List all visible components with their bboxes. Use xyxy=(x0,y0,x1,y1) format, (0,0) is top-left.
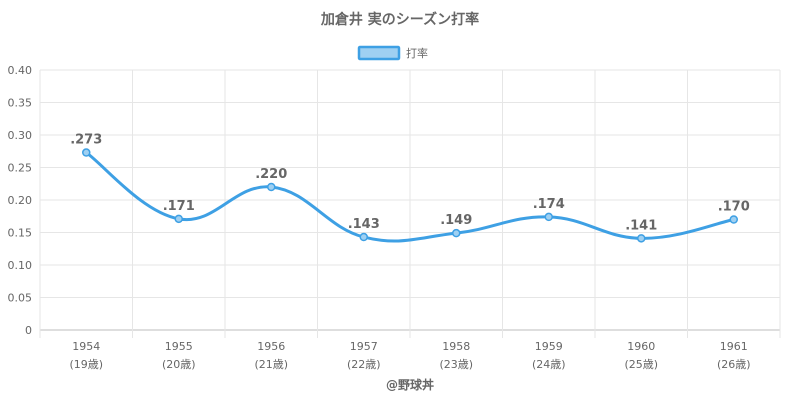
data-labels: .273 .171 .220 .143 .149 .174 .141 .170 xyxy=(70,133,750,234)
x-tick-sublabel: (24歳) xyxy=(532,358,566,371)
data-label: .174 xyxy=(533,197,565,212)
grid xyxy=(39,69,781,338)
x-tick-label: 1956 xyxy=(257,340,285,353)
data-label: .171 xyxy=(163,199,195,214)
data-point xyxy=(544,212,553,222)
data-point xyxy=(267,182,276,192)
x-tick-label: 1960 xyxy=(627,340,655,353)
x-tick-sublabel: (20歳) xyxy=(162,358,196,371)
x-tick-sublabel: (19歳) xyxy=(69,358,103,371)
y-tick-label: 0.05 xyxy=(8,292,33,305)
series-line xyxy=(84,151,736,243)
x-tick-sublabel: (25歳) xyxy=(624,358,658,371)
x-tick-label: 1955 xyxy=(165,340,193,353)
data-point xyxy=(452,228,461,238)
data-label: .273 xyxy=(70,133,102,148)
x-axis: 1954 (19歳) 1955 (20歳) 1956 (21歳) 1957 (22歳) 1958… xyxy=(69,340,750,371)
legend-label: 打率 xyxy=(406,46,428,60)
x-tick-label: 1958 xyxy=(442,340,470,353)
x-tick-label: 1957 xyxy=(350,340,378,353)
x-tick-sublabel: (21歳) xyxy=(254,358,288,371)
y-tick-label: 0.35 xyxy=(8,97,33,110)
data-label: .141 xyxy=(625,218,657,233)
x-tick-sublabel: (26歳) xyxy=(717,358,751,371)
y-tick-label: 0.10 xyxy=(8,259,33,272)
series-layer xyxy=(82,148,738,243)
y-tick-label: 0.25 xyxy=(8,162,33,175)
y-tick-label: 0.30 xyxy=(8,129,33,142)
data-label: .220 xyxy=(255,167,287,182)
data-label: .149 xyxy=(440,213,472,228)
chart-title: 加倉井 実のシーズン打率 xyxy=(320,11,479,28)
data-point xyxy=(637,234,646,243)
x-tick-label: 1961 xyxy=(720,340,748,353)
data-point xyxy=(359,232,368,242)
y-tick-label: 0.40 xyxy=(8,64,33,77)
data-point xyxy=(174,214,183,224)
data-point xyxy=(82,148,91,157)
x-tick-sublabel: (22歳) xyxy=(347,358,381,371)
y-tick-label: 0.15 xyxy=(8,227,33,240)
x-tick-label: 1954 xyxy=(72,340,100,353)
x-tick-sublabel: (23歳) xyxy=(439,358,473,371)
legend[interactable]: 打率 xyxy=(357,45,428,61)
data-point xyxy=(729,215,738,224)
y-axis: 0 0.05 0.10 0.15 0.20 0.25 0.30 0.35 0.40 xyxy=(8,64,33,337)
data-label: .143 xyxy=(348,217,380,232)
source-label: @野球丼 xyxy=(386,377,434,392)
x-tick-label: 1959 xyxy=(535,340,563,353)
legend-swatch xyxy=(357,45,401,61)
y-tick-label: 0 xyxy=(25,324,32,337)
y-tick-label: 0.20 xyxy=(8,194,33,207)
data-label: .170 xyxy=(718,200,750,215)
